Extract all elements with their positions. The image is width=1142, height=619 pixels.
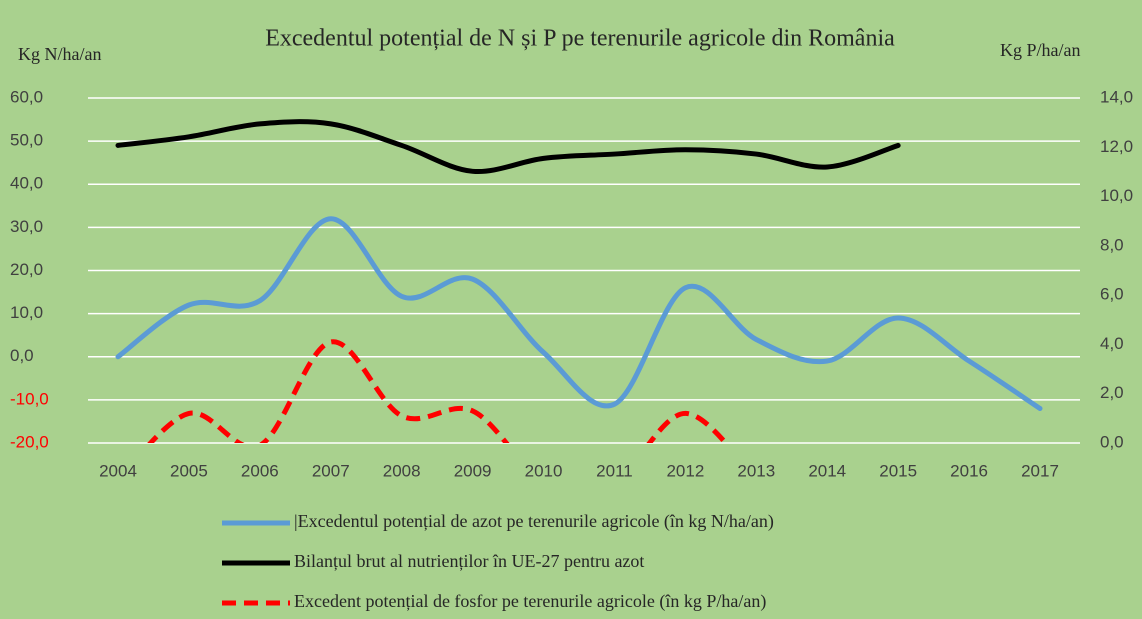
y2-tick-label: 14,0 [1100, 87, 1133, 106]
x-tick-label: 2014 [808, 461, 846, 480]
y-tick-label: 50,0 [10, 131, 43, 150]
y-tick-label: 40,0 [10, 174, 43, 193]
y2-axis-title: Kg P/ha/an [1000, 40, 1081, 60]
x-tick-label: 2006 [241, 461, 279, 480]
legend-label: |Excedentul potențial de azot pe terenur… [294, 511, 774, 532]
x-tick-label: 2008 [383, 461, 421, 480]
x-tick-label: 2005 [170, 461, 208, 480]
y-tick-label: -10,0 [10, 389, 49, 408]
y-tick-label: -20,0 [10, 432, 49, 451]
series-line [147, 339, 729, 443]
y-tick-label: 20,0 [10, 260, 43, 279]
y-axis-title: Kg N/ha/an [18, 44, 101, 64]
y2-tick-label: 4,0 [1100, 334, 1124, 353]
y2-tick-label: 8,0 [1100, 235, 1124, 254]
x-tick-label: 2009 [454, 461, 492, 480]
x-tick-label: 2015 [879, 461, 917, 480]
y2-tick-label: 12,0 [1100, 137, 1133, 156]
series-line [115, 216, 1043, 411]
y-tick-label: 0,0 [10, 346, 34, 365]
y-tick-label: 60,0 [10, 87, 43, 106]
x-tick-label: 2012 [666, 461, 704, 480]
series-line [115, 119, 901, 175]
x-tick-label: 2010 [525, 461, 563, 480]
x-tick-label: 2004 [99, 461, 137, 480]
chart-title: Excedentul potențial de N și P pe terenu… [265, 26, 895, 52]
y-tick-label: 30,0 [10, 217, 43, 236]
legend-label: Bilanțul brut al nutrienților în UE-27 p… [294, 551, 644, 571]
y-tick-label: 10,0 [10, 303, 43, 322]
y2-tick-label: 2,0 [1100, 383, 1124, 402]
x-tick-label: 2017 [1021, 461, 1059, 480]
y2-tick-label: 6,0 [1100, 285, 1124, 304]
x-tick-label: 2013 [737, 461, 775, 480]
legend-label: Excedent potențial de fosfor pe terenuri… [294, 591, 766, 612]
x-tick-label: 2007 [312, 461, 350, 480]
x-tick-label: 2016 [950, 461, 988, 480]
x-tick-label: 2011 [596, 461, 633, 480]
y2-tick-label: 0,0 [1100, 432, 1124, 451]
y2-tick-label: 10,0 [1100, 186, 1133, 205]
